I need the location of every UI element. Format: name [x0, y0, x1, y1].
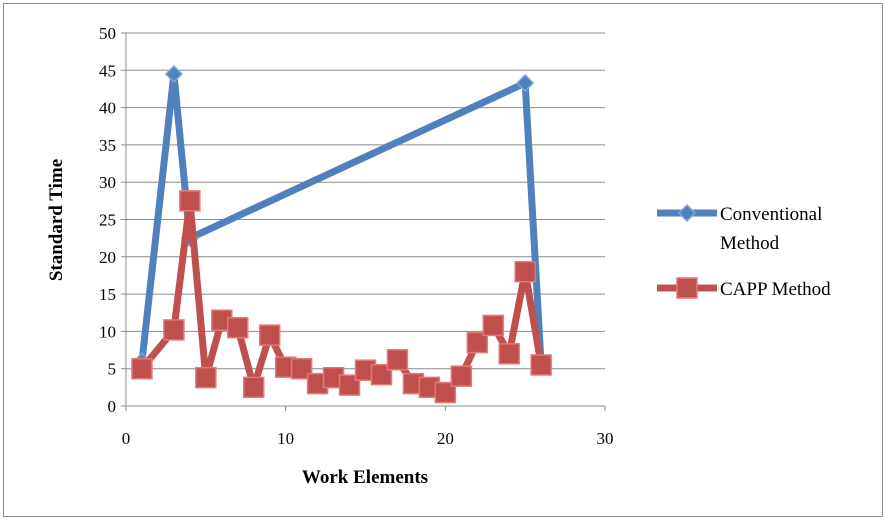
x-tick-label: 30: [597, 429, 614, 448]
data-point: [164, 64, 183, 84]
legend-label: Method: [720, 233, 780, 254]
series: [131, 64, 552, 404]
data-point: [338, 374, 361, 396]
data-point: [386, 348, 409, 371]
data-point: [131, 357, 153, 380]
y-axis-title: Standard Time: [46, 159, 67, 281]
x-axis-title: Work Elements: [302, 467, 428, 488]
data-point: [450, 365, 473, 387]
data-point: [514, 260, 536, 283]
data-point: [530, 354, 552, 376]
y-tick-label: 10: [99, 322, 116, 341]
axes: 0 5 10 15 20 25 30 35 40 45 50 0 10 20 30: [99, 24, 614, 448]
y-tick-label: 0: [108, 397, 117, 416]
data-point: [242, 376, 265, 399]
data-point: [466, 331, 489, 354]
data-point: [434, 381, 457, 404]
legend-entry: Conventional Method: [657, 203, 822, 254]
legend-entry: CAPP Method: [657, 277, 831, 300]
x-tick-label: 10: [277, 429, 294, 448]
y-tick-label: 15: [99, 285, 116, 304]
y-tick-label: 30: [99, 173, 116, 192]
data-point: [516, 73, 535, 93]
x-tick-label: 0: [122, 429, 131, 448]
y-tick-label: 45: [99, 61, 116, 80]
y-tick-label: 5: [108, 360, 117, 379]
y-tick-label: 20: [99, 248, 116, 267]
data-point: [258, 324, 281, 346]
data-point: [370, 363, 393, 386]
x-tick-label: 20: [437, 429, 454, 448]
y-tick-label: 35: [99, 136, 116, 155]
data-point: [227, 316, 249, 339]
legend-label: CAPP Method: [720, 279, 831, 300]
data-point: [482, 314, 504, 337]
legend-label: Conventional: [720, 204, 822, 225]
series-capp-method: [131, 190, 552, 404]
legend-marker: [677, 203, 697, 223]
data-point: [195, 366, 217, 389]
y-tick-label: 50: [99, 24, 116, 43]
y-tick-label: 25: [99, 211, 116, 230]
legend: Conventional Method CAPP Method: [657, 203, 831, 300]
legend-marker: [676, 277, 698, 299]
data-point: [179, 190, 201, 212]
y-tick-label: 40: [99, 99, 116, 118]
data-point: [163, 319, 185, 341]
chart-frame: [3, 3, 883, 517]
data-point: [290, 357, 313, 380]
data-point: [498, 343, 520, 365]
